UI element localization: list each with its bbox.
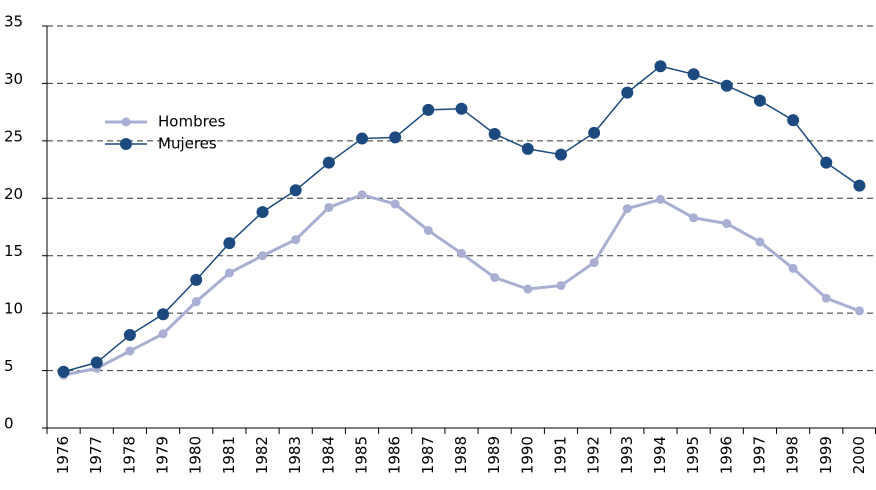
x-tick-label: 1981: [220, 436, 238, 474]
x-tick-label: 1987: [419, 436, 437, 474]
y-tick-label: 0: [4, 415, 14, 433]
legend-label: Mujeres: [158, 135, 217, 153]
data-point: [423, 225, 433, 235]
data-point: [556, 281, 566, 291]
data-point: [654, 60, 667, 73]
data-point: [289, 184, 302, 197]
data-point: [455, 102, 468, 115]
x-tick-label: 1983: [286, 436, 304, 474]
data-point: [722, 219, 732, 229]
data-point: [820, 156, 833, 169]
data-point: [588, 126, 601, 139]
x-tick-label: 2000: [850, 436, 868, 474]
data-point: [490, 273, 500, 283]
data-point: [523, 284, 533, 294]
x-tick-label: 1984: [319, 436, 337, 474]
x-tick-label: 1993: [618, 436, 636, 474]
x-tick-label: 1982: [253, 436, 271, 474]
data-point: [224, 268, 234, 278]
data-point: [322, 156, 335, 169]
data-point: [324, 202, 334, 212]
x-tick-label: 1985: [353, 436, 371, 474]
x-tick-label: 1986: [386, 436, 404, 474]
data-point: [655, 194, 665, 204]
legend-marker: [121, 117, 131, 127]
x-tick-label: 1998: [784, 436, 802, 474]
data-point: [190, 273, 203, 286]
data-point: [488, 127, 501, 140]
x-tick-label: 1979: [154, 436, 172, 474]
x-tick-label: 1996: [717, 436, 735, 474]
y-tick-label: 15: [4, 242, 23, 260]
data-point: [621, 86, 634, 99]
data-point: [256, 206, 269, 219]
data-point: [422, 103, 435, 116]
x-tick-label: 1977: [87, 436, 105, 474]
x-tick-label: 1988: [452, 436, 470, 474]
data-point: [157, 308, 170, 321]
data-point: [720, 79, 733, 92]
y-tick-label: 25: [4, 127, 23, 145]
data-point: [687, 68, 700, 81]
data-point: [191, 297, 201, 307]
data-point: [123, 328, 136, 341]
x-tick-label: 1995: [684, 436, 702, 474]
data-point: [390, 199, 400, 209]
data-point: [356, 132, 369, 145]
series-line: [63, 193, 860, 377]
x-tick-label: 1976: [54, 436, 72, 474]
legend-marker: [120, 138, 132, 150]
data-point: [291, 235, 301, 245]
y-tick-label: 5: [4, 357, 14, 375]
data-point: [57, 365, 70, 378]
x-tick-label: 1978: [120, 436, 138, 474]
data-point: [125, 346, 135, 356]
x-tick-label: 1999: [817, 436, 835, 474]
data-point: [853, 179, 866, 192]
data-point: [90, 356, 103, 369]
data-point: [589, 258, 599, 268]
data-point: [158, 329, 168, 339]
data-point: [788, 263, 798, 273]
data-point: [622, 204, 632, 214]
data-point: [689, 213, 699, 223]
data-point: [521, 142, 534, 155]
data-point: [357, 190, 367, 200]
x-tick-label: 1990: [518, 436, 536, 474]
data-point: [787, 114, 800, 127]
y-tick-label: 20: [4, 185, 23, 203]
data-point: [554, 148, 567, 161]
x-tick-label: 1997: [750, 436, 768, 474]
x-tick-label: 1992: [585, 436, 603, 474]
x-tick-label: 1989: [485, 436, 503, 474]
data-point: [223, 237, 236, 250]
data-point: [457, 248, 466, 258]
legend-label: Hombres: [158, 113, 226, 131]
data-point: [821, 293, 831, 303]
data-point: [258, 251, 268, 261]
data-point: [753, 94, 766, 107]
x-tick-label: 1991: [551, 436, 569, 474]
data-point: [755, 237, 765, 247]
data-point: [854, 306, 864, 316]
data-point: [389, 131, 402, 144]
y-tick-label: 35: [4, 13, 23, 31]
x-tick-label: 1994: [651, 436, 669, 474]
x-tick-label: 1980: [187, 436, 205, 474]
y-tick-label: 10: [4, 300, 23, 318]
y-tick-label: 30: [4, 70, 23, 88]
